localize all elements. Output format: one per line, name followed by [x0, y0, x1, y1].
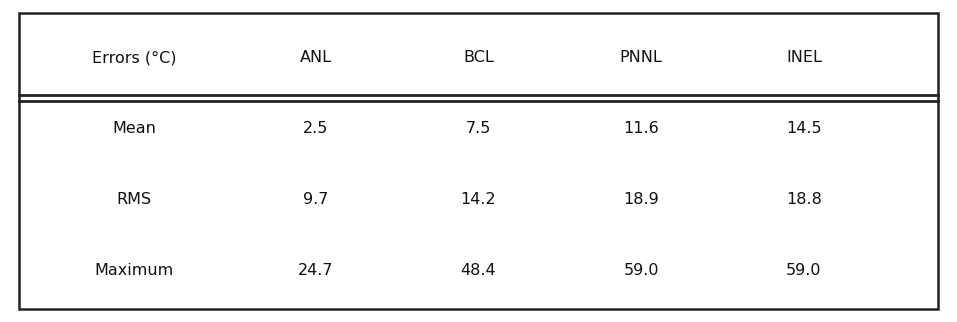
Text: 11.6: 11.6	[623, 121, 659, 136]
Text: ANL: ANL	[300, 51, 332, 65]
Text: 59.0: 59.0	[786, 263, 822, 278]
Text: INEL: INEL	[786, 51, 822, 65]
Text: Errors (°C): Errors (°C)	[92, 51, 176, 65]
Text: 14.5: 14.5	[786, 121, 822, 136]
Text: 18.9: 18.9	[623, 192, 659, 207]
Text: Maximum: Maximum	[95, 263, 173, 278]
Text: 48.4: 48.4	[460, 263, 497, 278]
Text: 14.2: 14.2	[460, 192, 497, 207]
Text: 59.0: 59.0	[623, 263, 659, 278]
Text: 9.7: 9.7	[303, 192, 328, 207]
Text: BCL: BCL	[463, 51, 494, 65]
Text: 18.8: 18.8	[786, 192, 822, 207]
Text: Mean: Mean	[112, 121, 156, 136]
Text: PNNL: PNNL	[620, 51, 662, 65]
Text: 24.7: 24.7	[298, 263, 334, 278]
Text: 2.5: 2.5	[303, 121, 328, 136]
FancyBboxPatch shape	[19, 13, 938, 309]
Text: RMS: RMS	[117, 192, 151, 207]
Text: 7.5: 7.5	[466, 121, 491, 136]
